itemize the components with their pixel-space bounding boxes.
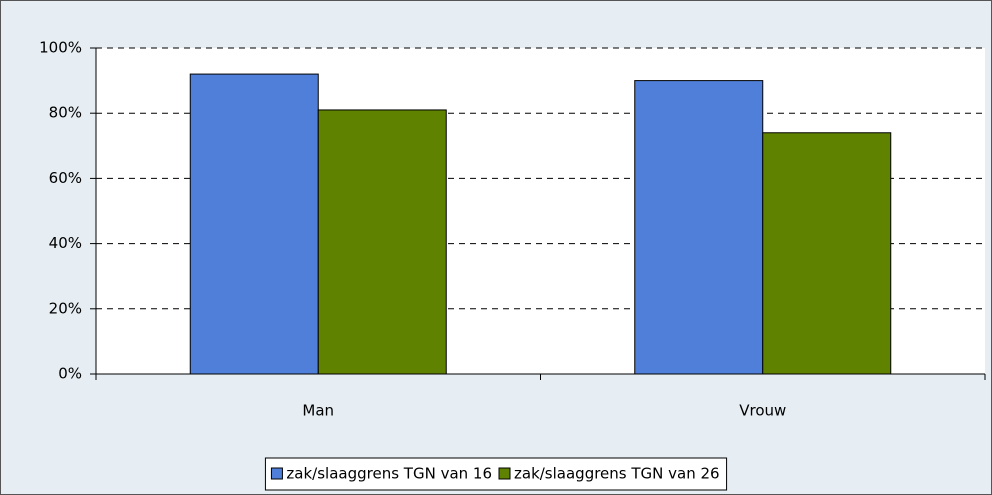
y-tick-label: 80% [49, 104, 82, 122]
y-tick-label: 60% [49, 169, 82, 187]
legend-swatch [498, 467, 511, 480]
y-tick-label: 40% [49, 234, 82, 252]
y-tick-label: 0% [58, 365, 82, 383]
legend-label: zak/slaaggrens TGN van 16 [286, 465, 492, 483]
legend-label: zak/slaaggrens TGN van 26 [514, 465, 720, 483]
bar [762, 132, 892, 375]
x-tick-label: Man [302, 402, 334, 420]
legend-box [264, 457, 728, 491]
x-tick-label: Vrouw [739, 402, 786, 420]
legend: zak/slaaggrens TGN van 16 zak/slaaggrens … [264, 457, 728, 491]
bar [189, 73, 319, 375]
legend-swatch [270, 467, 283, 480]
y-tick-label: 20% [49, 299, 82, 317]
bar [317, 109, 447, 375]
y-tick-label: 100% [39, 39, 82, 57]
bar [634, 80, 764, 375]
